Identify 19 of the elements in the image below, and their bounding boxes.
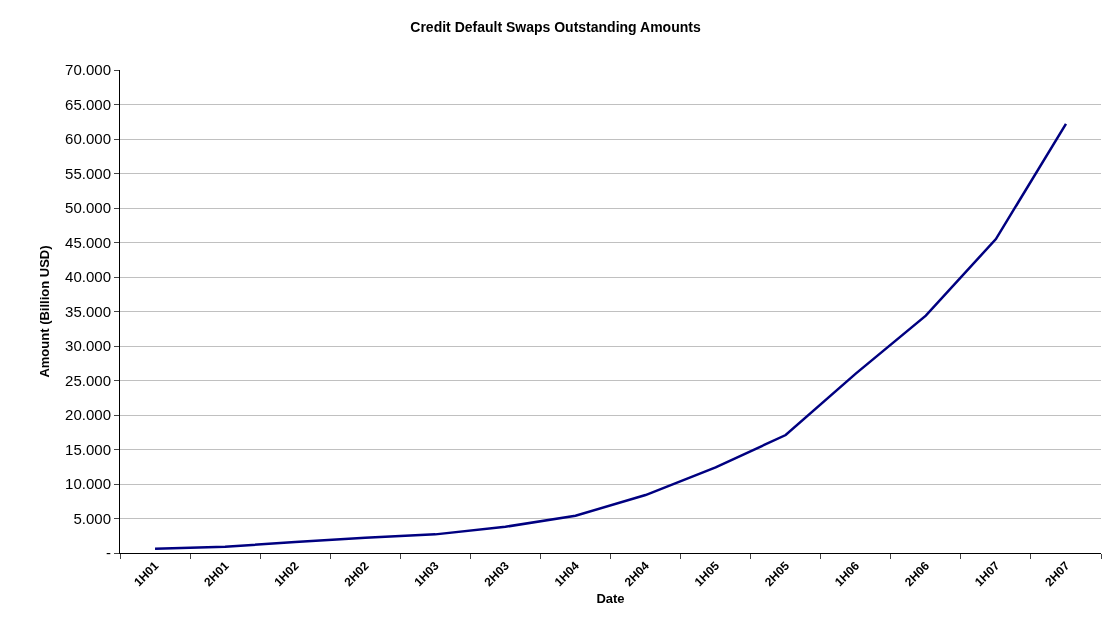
y-tick-label: 25.000 (65, 371, 111, 389)
y-tick-label: 55.000 (65, 164, 111, 182)
y-tick-label: 10.000 (65, 475, 111, 493)
y-tick-label: 5.000 (73, 509, 111, 527)
y-tick-label: 65.000 (65, 95, 111, 113)
y-tick-label: 15.000 (65, 440, 111, 458)
y-tick-label: 40.000 (65, 268, 111, 286)
line-series (153, 122, 1068, 551)
y-tick-label: - (106, 544, 111, 562)
y-tick-label: 30.000 (65, 337, 111, 355)
y-tick-label: 60.000 (65, 130, 111, 148)
y-tick-label: 35.000 (65, 302, 111, 320)
x-axis-title: Date (596, 590, 625, 606)
y-tick-label: 20.000 (65, 406, 111, 424)
y-tick-label: 70.000 (65, 61, 111, 79)
y-tick-label: 50.000 (65, 199, 111, 217)
chart-title: Credit Default Swaps Outstanding Amounts (410, 18, 701, 35)
y-tick-label: 45.000 (65, 233, 111, 251)
y-axis-title: Amount (Billion USD) (37, 245, 53, 378)
